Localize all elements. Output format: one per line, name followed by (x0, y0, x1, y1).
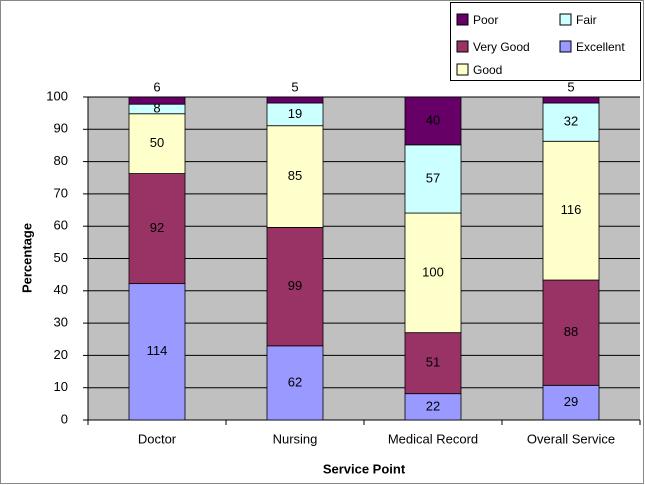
data-label: 116 (561, 202, 582, 217)
y-axis-title: Percentage (19, 223, 34, 293)
legend-swatch (559, 40, 572, 53)
data-label: 100 (422, 264, 444, 279)
x-tick-label: Overall Service (527, 431, 615, 446)
y-tick-label: 80 (54, 153, 68, 168)
y-tick-label: 40 (54, 282, 68, 297)
y-tick-label: 50 (54, 250, 68, 265)
y-tick-label: 0 (61, 411, 68, 426)
y-tick-label: 10 (54, 379, 68, 394)
y-tick-label: 20 (54, 347, 68, 362)
data-label: 22 (426, 398, 440, 413)
data-label: 8 (153, 100, 160, 115)
bar-segment (128, 283, 186, 421)
x-axis-title: Service Point (323, 461, 406, 476)
y-tick-label: 60 (54, 218, 68, 233)
data-label: 5 (291, 79, 298, 94)
bar-segment (542, 384, 600, 421)
x-tick-label: Doctor (138, 431, 177, 446)
legend-label: Very Good (473, 40, 530, 54)
data-label: 50 (150, 135, 164, 150)
legend-label: Excellent (576, 40, 625, 54)
y-tick-label: 90 (54, 121, 68, 136)
bar-segment (542, 102, 600, 142)
data-label: 57 (426, 170, 440, 185)
data-label: 114 (147, 343, 168, 358)
bar-segment (266, 226, 324, 347)
data-label: 32 (564, 114, 578, 129)
legend-label: Fair (576, 13, 597, 27)
data-label: 5 (567, 79, 574, 94)
legend-swatch (456, 13, 469, 26)
bar-segment (404, 96, 462, 146)
bar-segment (266, 96, 324, 104)
bar-segment (128, 113, 186, 174)
data-label: 6 (153, 79, 160, 94)
data-label: 92 (150, 220, 164, 235)
bar-segment (542, 279, 600, 386)
bar-segment (542, 96, 600, 104)
legend-swatch (456, 63, 469, 76)
legend-swatch (559, 13, 572, 26)
bar-segment (404, 144, 462, 214)
y-tick-label: 70 (54, 185, 68, 200)
data-label: 88 (564, 324, 578, 339)
bar-segment (404, 332, 462, 395)
data-label: 29 (564, 394, 578, 409)
bar-segment (128, 173, 186, 285)
legend-box (450, 2, 641, 81)
legend-label: Good (473, 63, 502, 77)
y-tick-label: 100 (46, 88, 68, 103)
data-label: 99 (288, 278, 302, 293)
bar-segment (128, 96, 186, 105)
x-tick-label: Medical Record (388, 431, 478, 446)
data-label: 51 (426, 355, 440, 370)
data-label: 40 (426, 112, 440, 127)
data-label: 85 (288, 168, 302, 183)
legend-swatch (456, 40, 469, 53)
x-tick-label: Nursing (273, 431, 318, 446)
bar-segment (404, 212, 462, 334)
data-label: 19 (288, 106, 302, 121)
bar-segment (266, 345, 324, 421)
legend-label: Poor (473, 13, 498, 27)
y-tick-label: 30 (54, 315, 68, 330)
bar-segment (404, 393, 462, 421)
data-label: 62 (288, 374, 302, 389)
bar-segment (542, 140, 600, 281)
